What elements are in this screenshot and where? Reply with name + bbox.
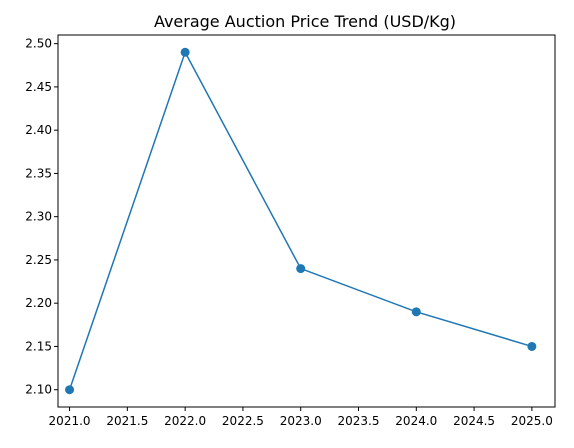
series-layer <box>65 47 537 395</box>
series-line <box>68 50 533 390</box>
y-tick-label: 2.45 <box>25 80 52 94</box>
data-point-2025 <box>527 341 537 351</box>
y-tick-label: 2.50 <box>25 37 52 51</box>
y-tick-label: 2.30 <box>25 210 52 224</box>
y-tick-label: 2.25 <box>25 253 52 267</box>
x-tick-label: 2023.5 <box>338 414 380 428</box>
x-tick-label: 2023.0 <box>280 414 322 428</box>
data-point-2021 <box>65 385 75 395</box>
y-tick-label: 2.20 <box>25 296 52 310</box>
plot-area-frame <box>57 34 556 408</box>
y-tick-label: 2.10 <box>25 383 52 397</box>
data-point-2023 <box>296 264 306 274</box>
y-tick-label: 2.15 <box>25 339 52 353</box>
y-axis: 2.10 2.15 2.20 2.25 2.30 2.35 2.40 2.45 2.50 <box>25 37 58 397</box>
x-tick-label: 2024.5 <box>453 414 495 428</box>
x-tick-label: 2022.0 <box>164 414 206 428</box>
y-tick-label: 2.35 <box>25 166 52 180</box>
chart-title: Average Auction Price Trend (USD/Kg) <box>154 12 456 31</box>
x-tick-label: 2021.5 <box>106 414 148 428</box>
x-tick-label: 2024.0 <box>395 414 437 428</box>
x-axis: 2021.0 2021.5 2022.0 2022.5 2023.0 2023.5 2024… <box>49 407 553 428</box>
x-tick-label: 2021.0 <box>49 414 91 428</box>
x-tick-label: 2022.5 <box>222 414 264 428</box>
x-tick-label: 2025.0 <box>511 414 553 428</box>
data-point-2024 <box>411 307 421 317</box>
y-tick-label: 2.40 <box>25 123 52 137</box>
data-point-2022 <box>180 47 190 57</box>
